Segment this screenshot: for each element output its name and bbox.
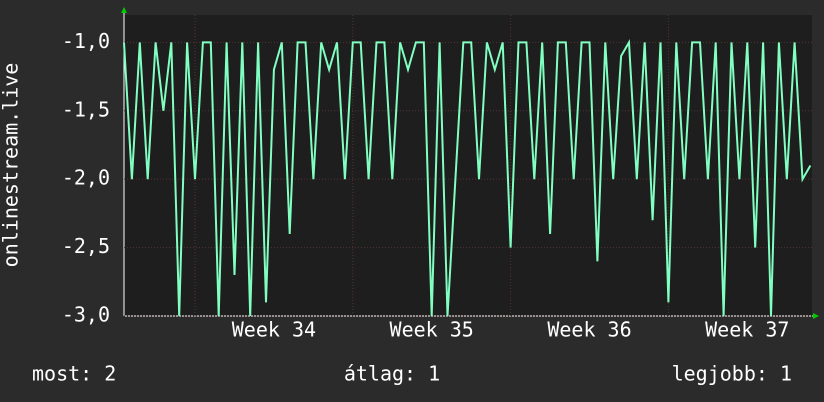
y-tick-label: -3,0 — [62, 303, 110, 327]
axis-arrow — [813, 313, 819, 319]
x-tick-label: Week 34 — [232, 318, 316, 342]
y-tick-label: -1,0 — [62, 29, 110, 53]
y-tick-label: -2,5 — [62, 234, 110, 258]
axis-arrow — [121, 7, 127, 13]
footer-now: most: 2 — [32, 362, 116, 386]
footer-max: legjobb: 1 — [672, 362, 792, 386]
y-tick-label: -1,5 — [62, 97, 110, 121]
x-tick-label: Week 35 — [390, 318, 474, 342]
x-tick-label: Week 36 — [547, 318, 631, 342]
footer-average: átlag: 1 — [344, 362, 440, 386]
data-line — [123, 39, 812, 317]
y-tick-label: -2,0 — [62, 166, 110, 190]
x-tick-label: Week 37 — [705, 318, 789, 342]
y-axis-label: onlinestream.live — [0, 63, 23, 268]
